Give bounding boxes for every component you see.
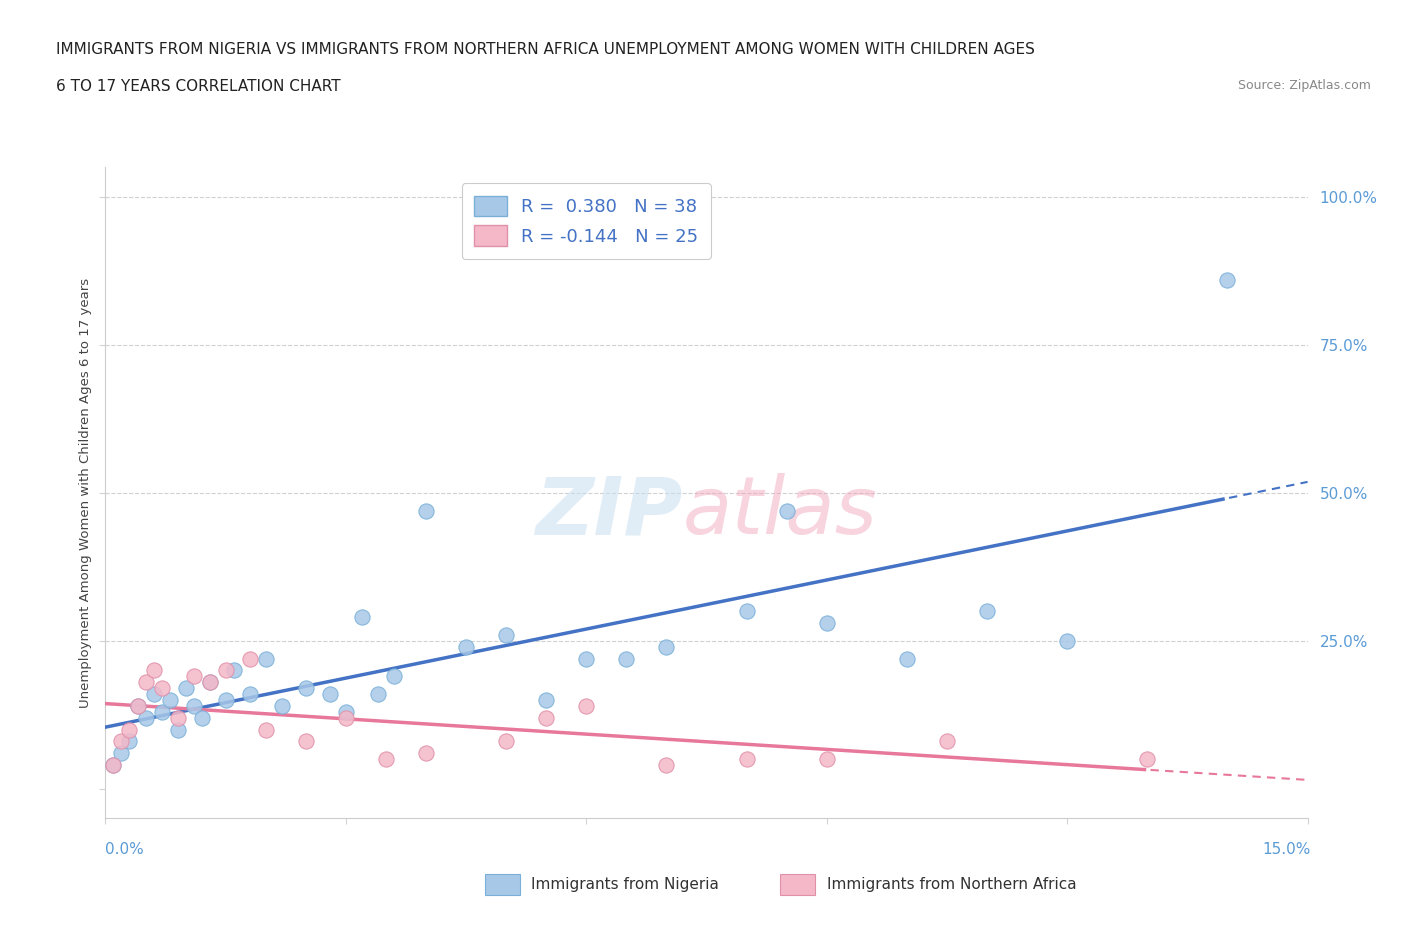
Point xyxy=(776,503,799,518)
Point xyxy=(335,704,357,719)
Point xyxy=(534,711,557,725)
Point xyxy=(319,686,342,701)
Point xyxy=(103,758,125,773)
Point xyxy=(214,663,236,678)
Point xyxy=(254,723,277,737)
Point xyxy=(456,639,478,654)
Point xyxy=(239,651,262,666)
Point xyxy=(1216,272,1239,287)
Text: Source: ZipAtlas.com: Source: ZipAtlas.com xyxy=(1237,79,1371,92)
Point xyxy=(142,663,165,678)
Point xyxy=(367,686,389,701)
Point xyxy=(127,698,149,713)
Y-axis label: Unemployment Among Women with Children Ages 6 to 17 years: Unemployment Among Women with Children A… xyxy=(79,278,91,708)
Point xyxy=(254,651,277,666)
Point xyxy=(270,698,292,713)
Point xyxy=(616,651,638,666)
Legend: R =  0.380   N = 38, R = -0.144   N = 25: R = 0.380 N = 38, R = -0.144 N = 25 xyxy=(461,183,711,259)
Text: ZIP: ZIP xyxy=(536,473,682,551)
Point xyxy=(110,734,132,749)
Point xyxy=(415,503,437,518)
Point xyxy=(150,681,173,696)
Text: IMMIGRANTS FROM NIGERIA VS IMMIGRANTS FROM NORTHERN AFRICA UNEMPLOYMENT AMONG WO: IMMIGRANTS FROM NIGERIA VS IMMIGRANTS FR… xyxy=(56,42,1035,57)
Point xyxy=(190,711,212,725)
Point xyxy=(150,704,173,719)
Text: 0.0%: 0.0% xyxy=(105,842,145,857)
Point xyxy=(374,751,398,766)
Point xyxy=(815,616,838,631)
Point xyxy=(415,746,437,761)
Point xyxy=(135,675,157,690)
Point xyxy=(166,711,188,725)
Point xyxy=(239,686,262,701)
Point xyxy=(534,693,557,708)
Point xyxy=(198,675,221,690)
Point xyxy=(198,675,221,690)
Text: 6 TO 17 YEARS CORRELATION CHART: 6 TO 17 YEARS CORRELATION CHART xyxy=(56,79,340,94)
Point xyxy=(222,663,245,678)
Point xyxy=(214,693,236,708)
Point xyxy=(183,669,205,684)
Text: 15.0%: 15.0% xyxy=(1263,842,1310,857)
Point xyxy=(159,693,181,708)
Point xyxy=(495,628,517,643)
Point xyxy=(575,651,598,666)
Point xyxy=(655,758,678,773)
Point xyxy=(142,686,165,701)
Point xyxy=(976,604,998,618)
Text: Immigrants from Northern Africa: Immigrants from Northern Africa xyxy=(827,877,1077,892)
Point xyxy=(295,681,318,696)
Point xyxy=(110,746,132,761)
Point xyxy=(896,651,918,666)
Point xyxy=(735,604,758,618)
Text: Immigrants from Nigeria: Immigrants from Nigeria xyxy=(531,877,720,892)
Point xyxy=(936,734,959,749)
Point xyxy=(575,698,598,713)
Point xyxy=(127,698,149,713)
Point xyxy=(295,734,318,749)
Point xyxy=(174,681,197,696)
Point xyxy=(183,698,205,713)
Point xyxy=(735,751,758,766)
Point xyxy=(335,711,357,725)
Point xyxy=(495,734,517,749)
Point xyxy=(135,711,157,725)
Point xyxy=(118,734,141,749)
Point xyxy=(1136,751,1159,766)
Point xyxy=(382,669,405,684)
Point xyxy=(166,723,188,737)
Point xyxy=(655,639,678,654)
Point xyxy=(815,751,838,766)
Point xyxy=(1056,633,1078,648)
Point xyxy=(350,610,373,625)
Text: atlas: atlas xyxy=(682,473,877,551)
Point xyxy=(118,723,141,737)
Point xyxy=(103,758,125,773)
